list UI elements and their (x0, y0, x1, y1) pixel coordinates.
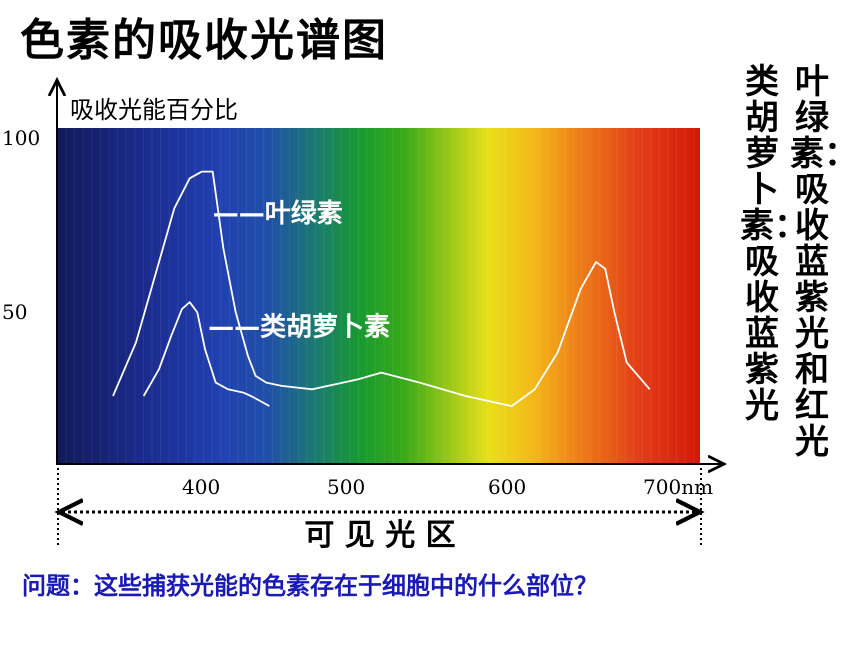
page-title: 色素的吸收光谱图 (20, 15, 388, 66)
series-layer: ——叶绿素 ——类胡萝卜素 (112, 170, 651, 407)
x-unit: nm (681, 475, 713, 499)
question-text: 问题：这些捕获光能的色素存在于细胞中的什么部位？ (22, 572, 598, 600)
chlorophyll-series-label: ——叶绿素 (213, 199, 343, 229)
chlorophyll-absorption-line (112, 170, 651, 407)
carotenoid-note: 类胡萝卜素：吸收蓝紫光 (740, 62, 808, 426)
x-tick-400: 400 (182, 475, 220, 499)
y-tick-50: 50 (2, 300, 27, 324)
x-tick-500: 500 (327, 475, 365, 499)
carotenoid-series-label: ——类胡萝卜素 (208, 313, 390, 343)
spectrum-stripes (65, 128, 695, 463)
x-axis-label: 可 见 光 区 (304, 518, 455, 553)
carotenoid-absorption-line (142, 301, 270, 407)
x-tick-700-value: 700 (643, 475, 681, 499)
chlorophyll-note: 叶绿素：吸收蓝紫光和红光 (790, 62, 858, 462)
x-tick-700: 700nm (643, 475, 713, 499)
spectrum-band (58, 128, 700, 463)
y-axis-label: 吸收光能百分比 (70, 96, 238, 124)
x-tick-600: 600 (488, 475, 526, 499)
y-tick-100: 100 (2, 126, 40, 150)
